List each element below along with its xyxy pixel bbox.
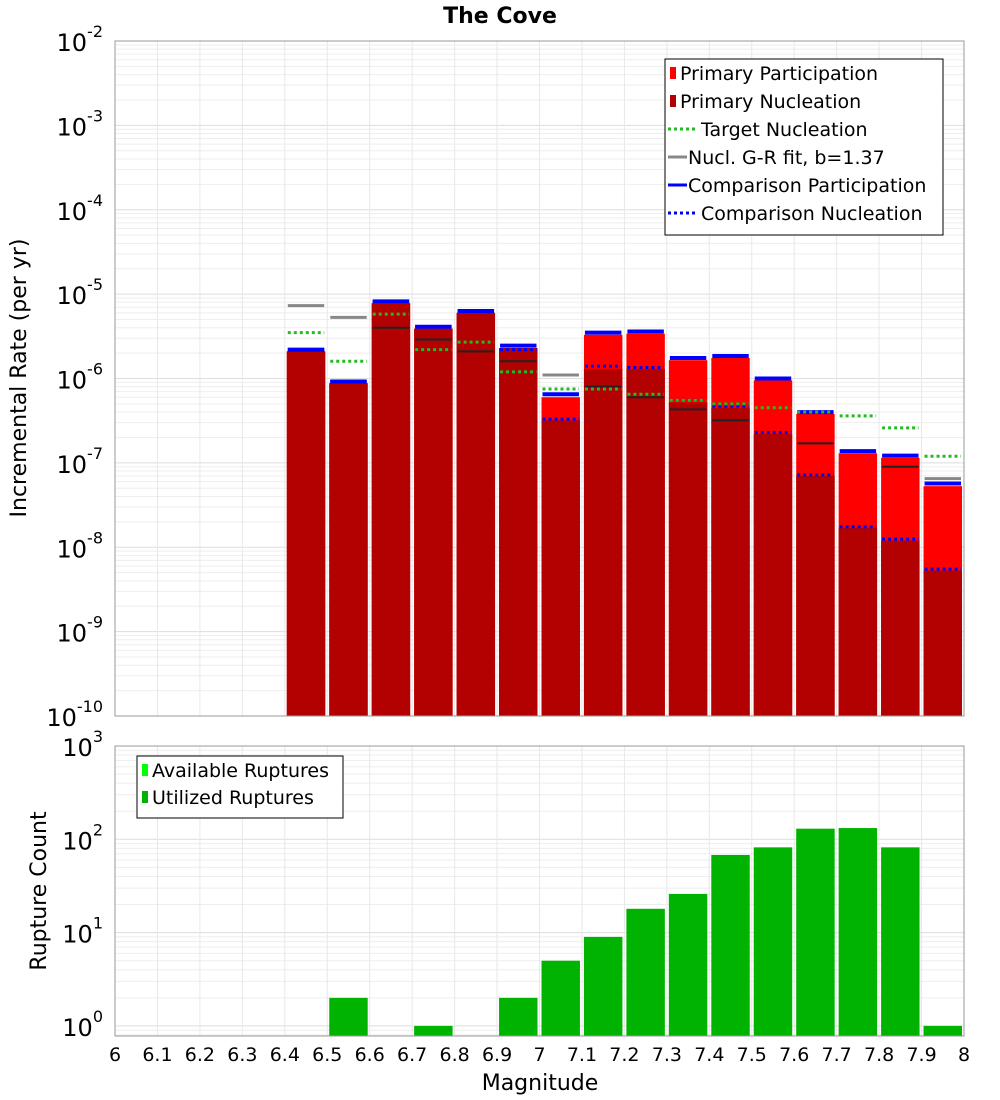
nucleation-bar <box>286 351 326 716</box>
nucleation-bar <box>753 433 793 716</box>
nucleation-bar <box>626 368 665 716</box>
legend-box <box>664 58 944 236</box>
count-y-tick-label: 101 <box>62 914 103 949</box>
nucleation-bar <box>456 312 496 716</box>
x-tick-label: 6.2 <box>185 1044 215 1066</box>
x-tick-label: 6.1 <box>142 1044 172 1066</box>
x-tick-label: 7.4 <box>694 1044 724 1066</box>
legend-swatch <box>142 764 148 776</box>
x-tick-label: 7 <box>533 1044 545 1066</box>
count-y-tick-label: 103 <box>62 727 103 762</box>
rate-y-tick-label: 10-8 <box>57 528 104 563</box>
rate-plot-frame <box>114 40 965 717</box>
x-tick-label: 6.3 <box>227 1044 257 1066</box>
x-tick-label: 7.5 <box>737 1044 767 1066</box>
rate-y-tick-label: 10-10 <box>46 697 103 732</box>
nucleation-bar <box>838 527 878 716</box>
x-tick-label: 6.7 <box>397 1044 427 1066</box>
legend-swatch <box>670 67 676 79</box>
nucleation-bar <box>371 303 411 716</box>
x-tick-label: 6 <box>109 1044 121 1066</box>
x-tick-label: 6.9 <box>482 1044 512 1066</box>
rate-y-tick-label: 10-4 <box>57 191 104 226</box>
utilized-rupture-bar <box>668 893 708 1036</box>
count-y-tick-label: 100 <box>62 1007 103 1042</box>
legend-swatch <box>670 95 676 107</box>
utilized-rupture-bar <box>626 908 665 1036</box>
utilized-rupture-bar <box>499 997 538 1036</box>
rate-y-tick-label: 10-5 <box>57 275 104 310</box>
utilized-rupture-bar <box>329 997 368 1036</box>
utilized-rupture-bar <box>414 1025 453 1036</box>
legend-label: Target Nucleation <box>700 119 868 141</box>
rate-bars <box>286 303 962 716</box>
utilized-rupture-bar <box>796 828 835 1036</box>
nucleation-bar <box>881 540 920 716</box>
rate-y-tick-label: 10-3 <box>57 106 104 141</box>
count-plot-frame <box>114 745 965 1037</box>
nucleation-bar <box>499 347 538 716</box>
legend-label: Utilized Ruptures <box>152 787 314 809</box>
rate-y-tick-label: 10-6 <box>57 360 104 395</box>
x-tick-label: 6.4 <box>270 1044 300 1066</box>
utilized-rupture-bar <box>881 847 920 1036</box>
legend-label: Primary Participation <box>680 63 878 85</box>
utilized-rupture-bar <box>923 1025 962 1036</box>
nucleation-bar <box>414 328 453 716</box>
legend-label: Comparison Participation <box>688 175 926 197</box>
count-panel: 103 102 101 100 Rupture Count Available Rup… <box>27 727 970 1096</box>
x-tick-label: 7.8 <box>864 1044 894 1066</box>
legend-label: Primary Nucleation <box>680 91 861 113</box>
nucleation-bar <box>329 383 368 716</box>
count-y-tick-label: 102 <box>62 820 103 855</box>
nucleation-bar <box>923 570 962 716</box>
rate-y-tick-label: 10-9 <box>57 613 104 648</box>
x-tick-label: 8 <box>958 1044 970 1066</box>
legend-label: Nucl. G-R fit, b=1.37 <box>688 147 885 169</box>
chart-title: The Cove <box>443 4 557 29</box>
utilized-rupture-bar <box>711 854 750 1036</box>
x-tick-label: 7.6 <box>779 1044 809 1066</box>
nucleation-bar <box>711 407 750 716</box>
utilized-rupture-bar <box>541 960 580 1036</box>
utilized-rupture-bar <box>583 936 623 1036</box>
x-axis-label: Magnitude <box>482 1071 599 1096</box>
x-tick-label: 7.1 <box>567 1044 597 1066</box>
nucleation-bar <box>541 420 580 716</box>
rate-lines <box>287 299 961 571</box>
rate-legend: Primary Participation Primary Nucleation T… <box>664 58 944 236</box>
legend-label: Available Ruptures <box>152 760 329 782</box>
rate-y-tick-label: 10-2 <box>57 22 104 57</box>
x-tick-label: 7.9 <box>906 1044 936 1066</box>
count-bars <box>329 828 962 1036</box>
x-tick-label: 6.8 <box>439 1044 469 1066</box>
utilized-rupture-bar <box>838 828 878 1036</box>
nucleation-bar <box>583 368 623 716</box>
x-tick-label: 6.6 <box>355 1044 385 1066</box>
nucleation-bar <box>668 402 708 716</box>
x-tick-label: 6.5 <box>312 1044 342 1066</box>
x-tick-labels: 6 6.1 6.2 6.3 6.4 6.5 6.6 6.7 6.8 6.9 7 7.1 7.2 7.3 7.… <box>109 1044 970 1066</box>
count-legend: Available Ruptures Utilized Ruptures <box>136 755 344 819</box>
rate-y-ticks: 10-2 10-3 10-4 10-5 10-6 10-7 10-8 10-9 10-10 <box>46 22 103 732</box>
rate-panel: 10-2 10-3 10-4 10-5 10-6 10-7 10-8 10-9 10-10 In… <box>7 22 965 732</box>
rate-y-tick-label: 10-7 <box>57 444 104 479</box>
legend-label: Comparison Nucleation <box>701 203 923 225</box>
legend-box <box>136 755 344 819</box>
nucleation-bar <box>796 475 835 716</box>
x-tick-label: 7.3 <box>652 1044 682 1066</box>
x-tick-label: 7.7 <box>822 1044 852 1066</box>
utilized-rupture-bar <box>753 847 793 1036</box>
legend-swatch <box>142 791 148 803</box>
count-y-axis-label: Rupture Count <box>27 811 52 971</box>
rate-y-axis-label: Incremental Rate (per yr) <box>7 239 32 518</box>
count-y-ticks: 103 102 101 100 <box>62 727 103 1042</box>
x-tick-label: 7.2 <box>609 1044 639 1066</box>
